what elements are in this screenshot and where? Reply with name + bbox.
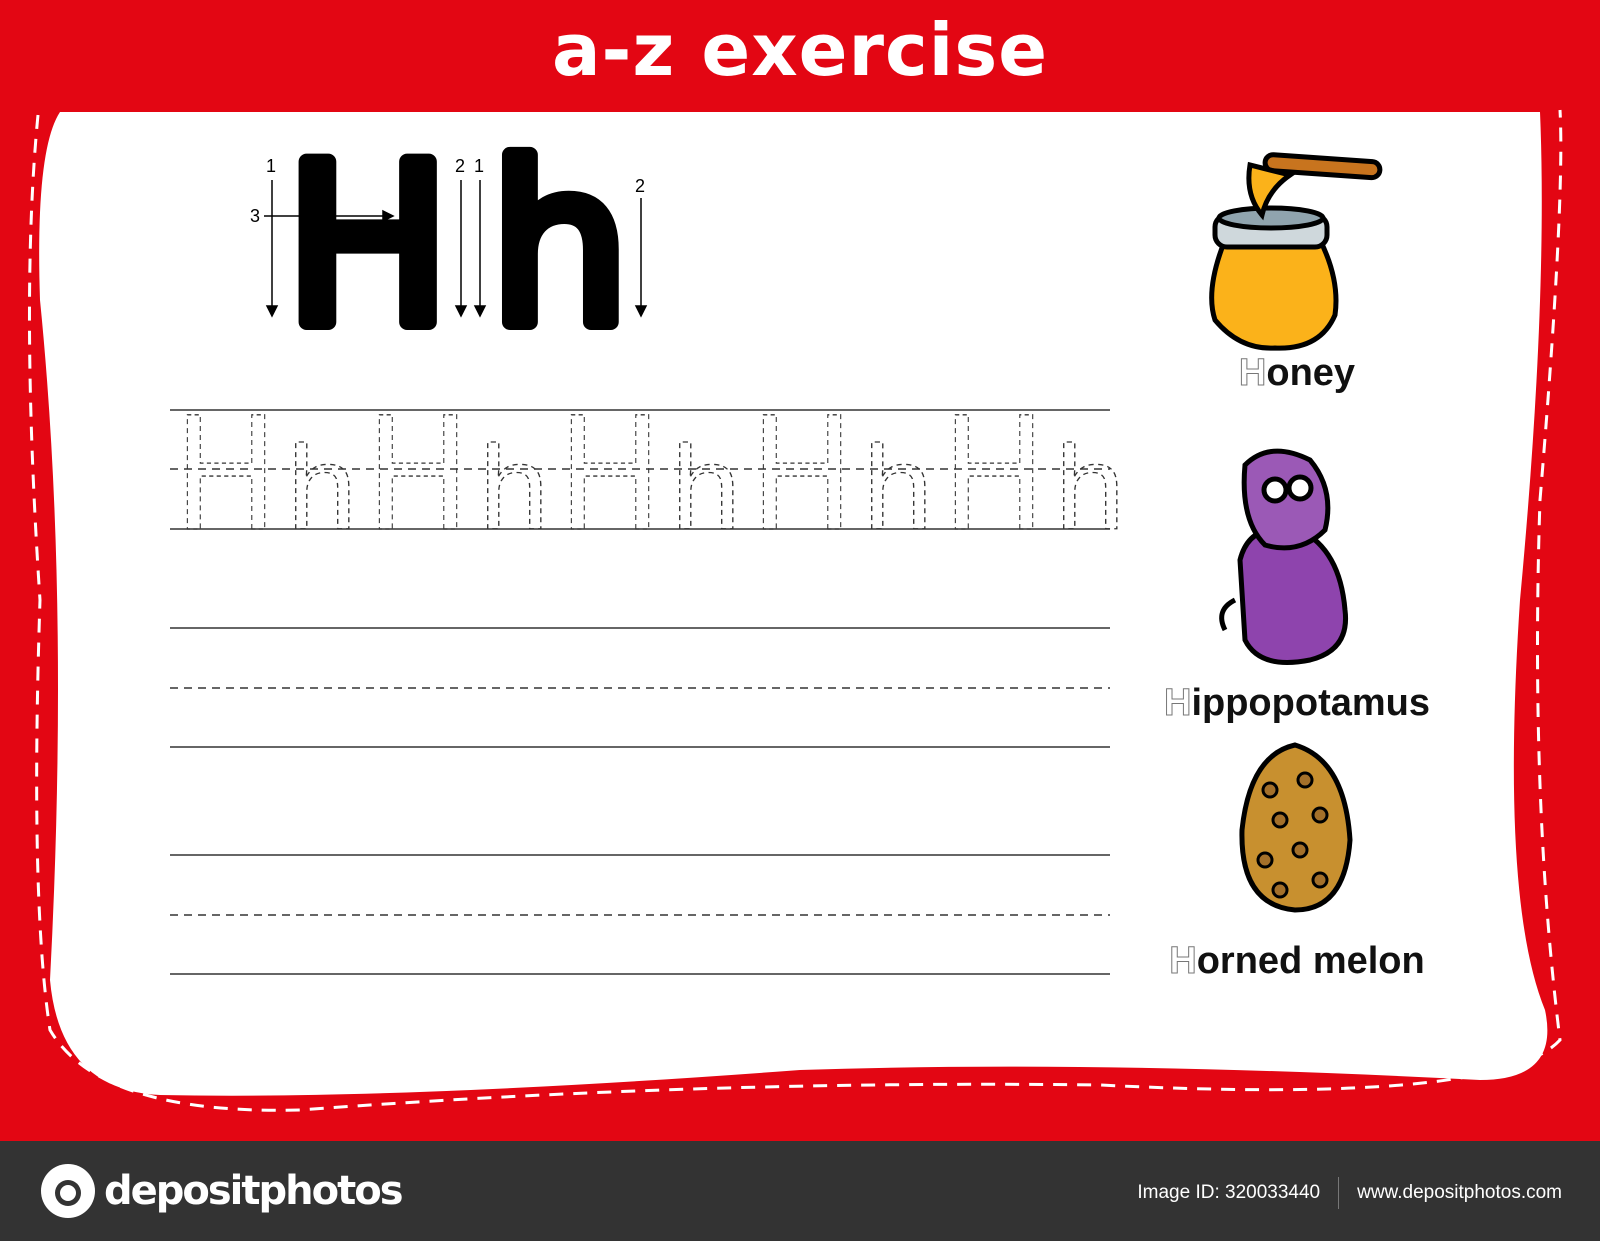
white-card (39, 112, 1548, 1096)
stroke-number: 3 (250, 206, 260, 226)
divider (1338, 1177, 1340, 1209)
word-hippopotamus: Hippopotamus (1163, 682, 1430, 725)
trace-row (170, 409, 1110, 530)
camera-icon (41, 1164, 95, 1218)
site-link[interactable]: www.depositphotos.com (1357, 1182, 1562, 1203)
image-id: Image ID: 320033440 (1137, 1182, 1321, 1203)
trace-letter: H (176, 380, 276, 565)
trace-letter: h (671, 421, 741, 555)
hippopotamus-picture (1219, 448, 1349, 665)
model-letter-lower: h (490, 118, 629, 374)
honey-jar-picture (1209, 152, 1383, 351)
writing-lines (170, 627, 1110, 975)
depositphotos-logo[interactable]: depositphotos (40, 1163, 404, 1219)
stroke-number: 2 (455, 156, 465, 176)
page-title: a-z exercise (551, 8, 1049, 92)
trace-letter: h (1055, 421, 1125, 555)
trace-letter: H (752, 380, 852, 565)
stroke-number: 1 (474, 156, 484, 176)
trace-letter: H (944, 380, 1044, 565)
horned-melon-picture (1239, 742, 1353, 913)
word-honey: Honey (1238, 352, 1356, 395)
model-letter-upper: H (285, 118, 450, 374)
trace-letter: h (479, 421, 549, 555)
stitch-border (27, 109, 1563, 1112)
trace-letter: H (368, 380, 468, 565)
stroke-number: 1 (266, 156, 276, 176)
word-horned-melon: Horned melon (1169, 940, 1425, 983)
trace-letter: h (863, 421, 933, 555)
trace-letter: h (287, 421, 357, 555)
footer-bar: depositphotos Image ID: 320033440 www.de… (0, 1141, 1600, 1241)
model-letters: H h 1 2 3 1 2 (250, 110, 648, 382)
stroke-number: 2 (635, 176, 645, 196)
trace-letter: H (560, 380, 660, 565)
